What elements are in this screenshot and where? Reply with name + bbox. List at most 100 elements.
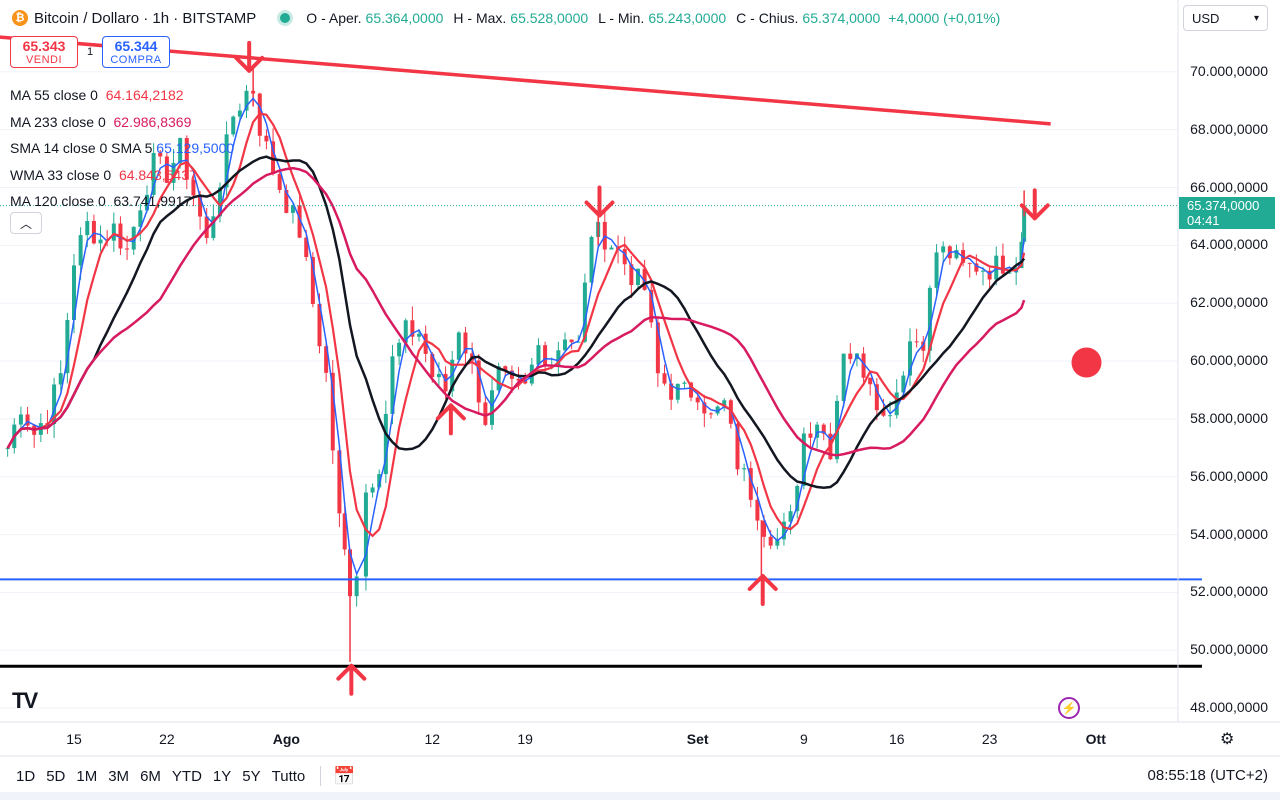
arrow-down-mid — [584, 185, 615, 218]
candle-body — [795, 485, 800, 512]
candle-body — [337, 450, 342, 514]
calendar-icon[interactable]: 📅 — [333, 765, 356, 786]
candle-body — [927, 287, 932, 351]
legend-row-ma233[interactable]: MA 233 close 0 62.986,8369 — [10, 109, 234, 136]
candle-body — [456, 332, 461, 360]
candle-body — [164, 156, 169, 183]
candle-body — [921, 341, 926, 351]
trendlines — [0, 35, 1202, 668]
x-tick-label: Ott — [1085, 731, 1106, 747]
candle-body — [363, 492, 368, 577]
candle-body — [808, 433, 813, 438]
candle-body — [151, 152, 156, 195]
candle-body — [25, 414, 30, 426]
candle-body — [576, 341, 581, 343]
candle-body — [383, 413, 388, 475]
buy-button[interactable]: 65.344 COMPRA — [102, 36, 170, 68]
gear-icon[interactable]: ⚙ — [1220, 731, 1235, 748]
close-value: 65.374,0000 — [802, 10, 881, 26]
legend-row-wma33[interactable]: WMA 33 close 0 64.843,5437 — [10, 162, 234, 189]
candle-body — [1022, 205, 1027, 242]
candle-body — [138, 210, 143, 227]
candle-body — [217, 187, 222, 217]
candle-body — [562, 339, 567, 351]
range-1y[interactable]: 1Y — [212, 767, 232, 785]
last-price-value: 65.374,0000 — [1187, 198, 1260, 213]
candle-body — [78, 235, 83, 266]
candle-body — [244, 90, 249, 111]
range-1m[interactable]: 1M — [76, 767, 98, 785]
trade-panel: 65.343 VENDI 1 65.344 COMPRA — [10, 36, 170, 68]
legend-row-sma14[interactable]: SMA 14 close 0 SMA 5 65.129,5000 — [10, 135, 234, 162]
candle-body — [144, 194, 149, 211]
x-tick-label: 22 — [159, 731, 175, 747]
candle-body — [410, 320, 415, 337]
arrow-down-right — [1019, 188, 1050, 221]
y-tick-label: 52.000,0000 — [1190, 583, 1268, 600]
open-label: O - Aper. — [306, 10, 362, 26]
candle-body — [569, 339, 574, 343]
y-tick-label: 70.000,0000 — [1190, 62, 1268, 79]
range-5y[interactable]: 5Y — [242, 767, 261, 785]
legend-name: SMA 14 close 0 SMA 5 — [10, 140, 153, 156]
clock[interactable]: 08:55:18 (UTC+2) — [1147, 767, 1268, 784]
candle-body — [715, 406, 720, 414]
candle-body — [423, 333, 428, 354]
range-tutto[interactable]: Tutto — [271, 767, 306, 785]
candle-body — [801, 433, 806, 486]
last-price-tag: 65.374,0000 04:41 — [1179, 197, 1275, 229]
red-dot — [1071, 347, 1102, 378]
candle-body — [669, 383, 674, 400]
legend-value: 64.843,5437 — [118, 166, 197, 183]
x-tick-label: 23 — [981, 731, 998, 747]
candle-body — [589, 236, 594, 283]
candle-body — [304, 237, 309, 258]
legend-row-ma55[interactable]: MA 55 close 0 64.164,2182 — [10, 82, 234, 109]
currency-select[interactable]: USD ▾ — [1183, 5, 1268, 31]
candle-body — [1000, 255, 1005, 274]
candle-body — [516, 378, 521, 381]
symbol-title[interactable]: Bitcoin / Dollaro · 1h · BITSTAMP — [34, 9, 257, 27]
candle-body — [821, 424, 826, 434]
flash-icon[interactable]: ⚡ — [1058, 697, 1080, 719]
candle-body — [354, 576, 359, 597]
y-tick-label: 60.000,0000 — [1190, 352, 1268, 369]
legend-value: 64.164,2182 — [105, 87, 184, 103]
indicator-legend: MA 55 close 0 64.164,2182 MA 233 close 0… — [10, 82, 234, 215]
y-tick-label: 54.000,0000 — [1190, 525, 1268, 542]
candle-body — [184, 138, 189, 180]
low-value: 65.243,0000 — [648, 10, 727, 26]
candle-body — [18, 414, 23, 425]
candle-body — [290, 205, 295, 213]
tradingview-logo[interactable]: TV — [12, 688, 38, 713]
range-1d[interactable]: 1D — [16, 767, 36, 785]
x-tick-label: 12 — [424, 731, 441, 747]
candle-body — [231, 116, 236, 135]
resistance-trendline — [0, 35, 1051, 126]
legend-value: 63.741,9917 — [113, 193, 192, 209]
range-5d[interactable]: 5D — [46, 767, 66, 785]
candle-body — [397, 342, 402, 357]
arrow-up-bottom — [336, 663, 367, 696]
candle-body — [211, 216, 216, 238]
chevron-up-icon: ︿ — [19, 216, 32, 231]
bottom-toolbar: 1D 5D 1M 3M 6M YTD 1Y 5Y Tutto 📅 08:55:18 (UTC+2… — [0, 762, 1280, 790]
range-6m[interactable]: 6M — [140, 767, 161, 785]
sell-button[interactable]: 65.343 VENDI — [10, 36, 78, 68]
candle-body — [237, 110, 242, 117]
candle-body — [629, 264, 634, 285]
candle-body — [277, 174, 282, 190]
range-3m[interactable]: 3M — [108, 767, 130, 785]
candle-body — [330, 372, 335, 451]
collapse-legend-button[interactable]: ︿ — [10, 212, 42, 234]
legend-name: MA 233 close 0 — [10, 113, 106, 130]
y-tick-label: 66.000,0000 — [1190, 178, 1268, 195]
change-value: +4,0000 (+0,01%) — [888, 10, 1001, 26]
candle-body — [755, 499, 760, 521]
candle-body — [874, 384, 879, 411]
range-ytd[interactable]: YTD — [171, 767, 202, 785]
legend-row-ma120[interactable]: MA 120 close 0 63.741,9917 — [10, 188, 234, 215]
candle-body — [443, 373, 448, 392]
candle-body — [264, 135, 269, 142]
